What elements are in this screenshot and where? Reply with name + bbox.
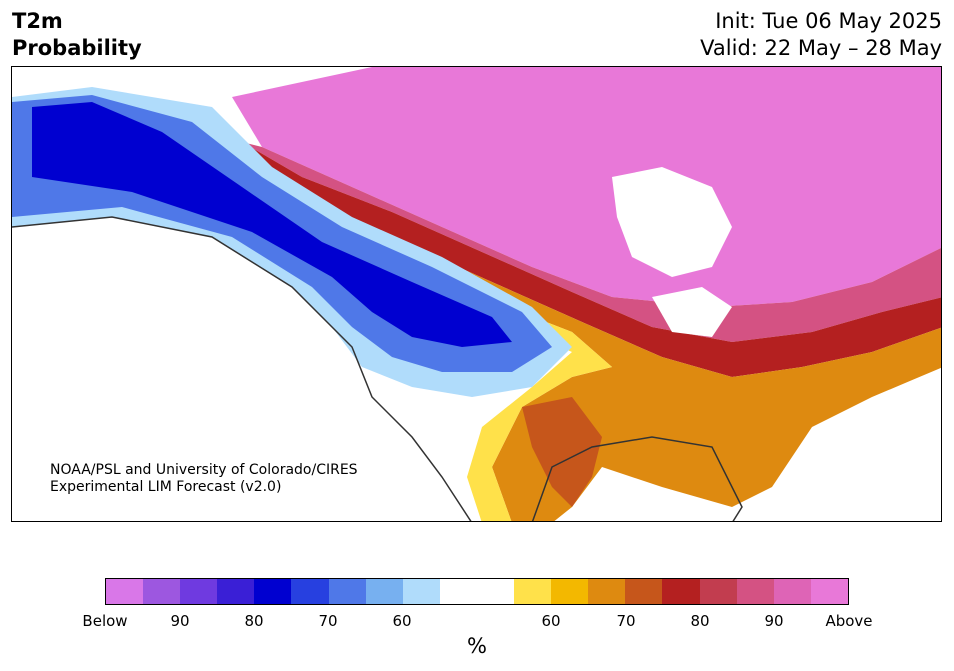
colorbar-segment xyxy=(588,579,626,604)
colorbar-tick-label: Below xyxy=(82,612,128,630)
colorbar-tick-label: Above xyxy=(825,612,873,630)
colorbar xyxy=(105,578,849,605)
map-title: T2m Probability xyxy=(12,8,142,62)
hudson-bay xyxy=(612,167,732,277)
colorbar-segment xyxy=(773,579,811,604)
valid-range: Valid: 22 May – 28 May xyxy=(700,36,942,60)
colorbar-unit: % xyxy=(467,634,487,658)
coastline xyxy=(12,216,472,521)
colorbar-segment xyxy=(662,579,700,604)
colorbar-segment xyxy=(810,579,848,604)
colorbar-segment xyxy=(328,579,366,604)
colorbar-segment xyxy=(439,579,477,604)
colorbar-tick-label: 60 xyxy=(392,612,412,630)
great-lakes xyxy=(652,287,732,337)
run-info: Init: Tue 06 May 2025 Valid: 22 May – 28… xyxy=(700,8,942,62)
credit-line-1: NOAA/PSL and University of Colorado/CIRE… xyxy=(50,462,358,478)
init-date: Init: Tue 06 May 2025 xyxy=(715,9,942,33)
title-variable: T2m xyxy=(12,9,63,33)
colorbar-segment xyxy=(402,579,440,604)
colorbar-tick-label: 90 xyxy=(170,612,190,630)
colorbar-tick-label: 70 xyxy=(616,612,636,630)
colorbar-segment xyxy=(143,579,181,604)
region-texas-red xyxy=(522,397,602,507)
colorbar-segment xyxy=(699,579,737,604)
colorbar-segment xyxy=(476,579,515,604)
colorbar-segment xyxy=(254,579,292,604)
gulf-coast xyxy=(531,436,743,521)
colorbar-tick-label: 60 xyxy=(541,612,561,630)
region-above-strong xyxy=(232,67,941,307)
region-below-strong xyxy=(32,102,512,347)
colorbar-tick-label: 90 xyxy=(764,612,784,630)
probability-map xyxy=(12,67,941,521)
colorbar-segment xyxy=(365,579,403,604)
colorbar-segment xyxy=(625,579,663,604)
map-panel[interactable]: NOAA/PSL and University of Colorado/CIRE… xyxy=(11,66,942,522)
credit-text: NOAA/PSL and University of Colorado/CIRE… xyxy=(50,462,358,496)
colorbar-segment xyxy=(106,579,144,604)
colorbar-segment xyxy=(217,579,255,604)
title-quantity: Probability xyxy=(12,36,142,60)
credit-line-2: Experimental LIM Forecast (v2.0) xyxy=(50,479,282,495)
colorbar-segment xyxy=(180,579,218,604)
colorbar-tick-label: 80 xyxy=(690,612,710,630)
colorbar-segment xyxy=(736,579,774,604)
colorbar-segment xyxy=(551,579,589,604)
colorbar-tick-label: 70 xyxy=(318,612,338,630)
colorbar-segment xyxy=(291,579,329,604)
colorbar-segment xyxy=(514,579,552,604)
colorbar-tick-label: 80 xyxy=(244,612,264,630)
